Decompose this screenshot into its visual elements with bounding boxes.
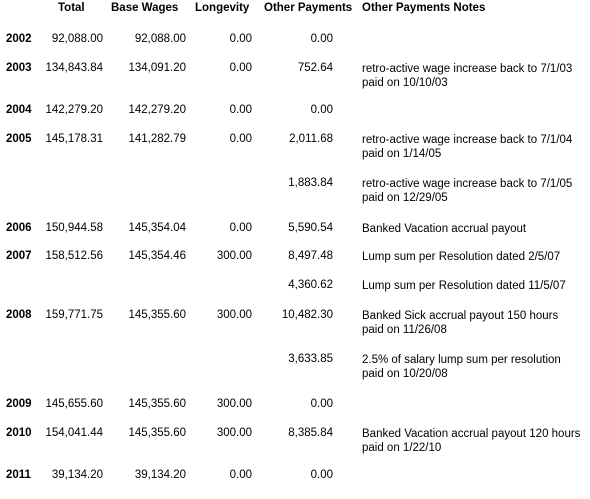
table-row: 2010 154,041.44 145,355.60 300.00 8,385.84 Ba… [0, 427, 590, 457]
other-payments-cell: 0.00 [310, 104, 333, 116]
other-payments-cell: 0.00 [310, 469, 333, 481]
header-other-payments: Other Payments [264, 2, 353, 14]
note-line: paid on 1/22/10 [362, 442, 442, 454]
notes-cell: retro-active wage increase back to 7/1/0… [362, 133, 588, 161]
longevity-cell: 300.00 [216, 398, 252, 410]
note-line: Lump sum per Resolution dated 2/5/07 [362, 251, 561, 263]
other-payments-cell: 2,011.68 [289, 133, 333, 145]
longevity-cell: 0.00 [229, 104, 252, 116]
year: 2009 [6, 398, 32, 410]
note-line: retro-active wage increase back to 7/1/0… [362, 63, 573, 75]
year: 2011 [6, 469, 31, 481]
total-cell: 145,655.60 [45, 398, 103, 410]
year: 2006 [6, 222, 32, 234]
table-row: 2008 159,771.75 145,355.60 300.00 10,482.30 B… [0, 309, 590, 339]
table-row: 2003 134,843.84 134,091.20 0.00 752.64 retro-… [0, 62, 590, 92]
total-cell: 159,771.75 [45, 309, 103, 321]
header-longevity: Longevity [195, 2, 250, 14]
table-row: 1,883.84 retro-active wage increase back … [0, 177, 590, 207]
header-total: Total [58, 2, 85, 14]
note-line: Banked Vacation accrual payout [362, 223, 527, 235]
note-line: retro-active wage increase back to 7/1/0… [362, 178, 573, 190]
base-wages-cell: 145,354.04 [128, 222, 186, 234]
table-row: 2006 150,944.58 145,354.04 0.00 5,590.54 Bank… [0, 222, 590, 252]
other-payments-cell: 1,883.84 [288, 177, 333, 189]
longevity-cell: 300.00 [216, 427, 252, 439]
table-row: 4,360.62 Lump sum per Resolution dated 11… [0, 279, 590, 309]
total-cell: 39,134.20 [51, 469, 103, 481]
table-row: 2009 145,655.60 145,355.60 300.00 0.00 [0, 398, 590, 428]
other-payments-cell: 5,590.54 [288, 222, 333, 234]
notes-cell: retro-active wage increase back to 7/1/0… [362, 177, 588, 205]
total-cell: 134,843.84 [45, 62, 103, 74]
payments-table: { "headers": { "total": "Total", "base_w… [0, 2, 590, 481]
notes-cell: retro-active wage increase back to 7/1/0… [362, 62, 588, 90]
note-line: paid on 11/26/08 [362, 324, 447, 336]
base-wages-cell: 134,091.20 [128, 62, 186, 74]
table-row: 2004 142,279.20 142,279.20 0.00 0.00 [0, 104, 590, 134]
total-cell: 142,279.20 [45, 104, 103, 116]
note-line: retro-active wage increase back to 7/1/0… [362, 134, 573, 146]
note-line: paid on 10/10/03 [362, 77, 448, 89]
base-wages-cell: 141,282.79 [128, 133, 186, 145]
note-line: Banked Vacation accrual payout 120 hours [362, 428, 581, 440]
base-wages-cell: 39,134.20 [134, 469, 186, 481]
table-row: 2002 92,088.00 92,088.00 0.00 0.00 [0, 33, 590, 63]
other-payments-cell: 3,633.85 [288, 353, 333, 365]
other-payments-cell: 10,482.30 [281, 309, 333, 321]
total-cell: 145,178.31 [45, 133, 103, 145]
header-base-wages: Base Wages [111, 2, 179, 14]
other-payments-cell: 4,360.62 [288, 279, 333, 291]
longevity-cell: 0.00 [229, 33, 252, 45]
note-line: paid on 1/14/05 [362, 148, 442, 160]
year: 2010 [6, 427, 32, 439]
year: 2003 [6, 62, 32, 74]
notes-cell: Lump sum per Resolution dated 11/5/07 [362, 279, 588, 293]
longevity-cell: 0.00 [229, 222, 252, 234]
table-row: 3,633.85 2.5% of salary lump sum per reso… [0, 353, 590, 383]
base-wages-cell: 145,355.60 [128, 309, 186, 321]
total-cell: 92,088.00 [51, 33, 103, 45]
longevity-cell: 0.00 [229, 133, 252, 145]
year: 2008 [6, 309, 32, 321]
other-payments-cell: 0.00 [310, 33, 333, 45]
other-payments-cell: 752.64 [297, 62, 333, 74]
notes-cell: Banked Vacation accrual payout 120 hours… [362, 427, 588, 455]
note-line: paid on 12/29/05 [362, 192, 448, 204]
total-cell: 150,944.58 [45, 222, 103, 234]
year: 2002 [6, 33, 32, 45]
total-cell: 154,041.44 [45, 427, 103, 439]
base-wages-cell: 145,354.46 [128, 250, 186, 262]
other-payments-cell: 8,385.84 [288, 427, 333, 439]
note-line: Lump sum per Resolution dated 11/5/07 [362, 280, 566, 292]
note-line: 2.5% of salary lump sum per resolution [362, 354, 561, 366]
longevity-cell: 0.00 [229, 469, 252, 481]
other-payments-cell: 0.00 [310, 398, 333, 410]
base-wages-cell: 142,279.20 [128, 104, 186, 116]
total-cell: 158,512.56 [45, 250, 103, 262]
year: 2004 [6, 104, 32, 116]
table-row: 2005 145,178.31 141,282.79 0.00 2,011.68 retr… [0, 133, 590, 163]
table-row: 2011 39,134.20 39,134.20 0.00 0.00 [0, 469, 590, 499]
table-row: 2007 158,512.56 145,354.46 300.00 8,497.48 Lu… [0, 250, 590, 280]
base-wages-cell: 92,088.00 [134, 33, 186, 45]
base-wages-cell: 145,355.60 [128, 427, 186, 439]
longevity-cell: 300.00 [216, 250, 252, 262]
note-line: paid on 10/20/08 [362, 368, 448, 380]
longevity-cell: 300.00 [216, 309, 252, 321]
notes-cell: Lump sum per Resolution dated 2/5/07 [362, 250, 588, 264]
year: 2007 [6, 250, 32, 262]
note-line: Banked Sick accrual payout 150 hours [362, 310, 559, 322]
notes-cell: Banked Vacation accrual payout [362, 222, 588, 236]
other-payments-cell: 8,497.48 [288, 250, 333, 262]
longevity-cell: 0.00 [229, 62, 252, 74]
year: 2005 [6, 133, 32, 145]
header-notes: Other Payments Notes [362, 2, 486, 14]
notes-cell: Banked Sick accrual payout 150 hours paid… [362, 309, 588, 337]
base-wages-cell: 145,355.60 [128, 398, 186, 410]
notes-cell: 2.5% of salary lump sum per resolution pa… [362, 353, 588, 381]
